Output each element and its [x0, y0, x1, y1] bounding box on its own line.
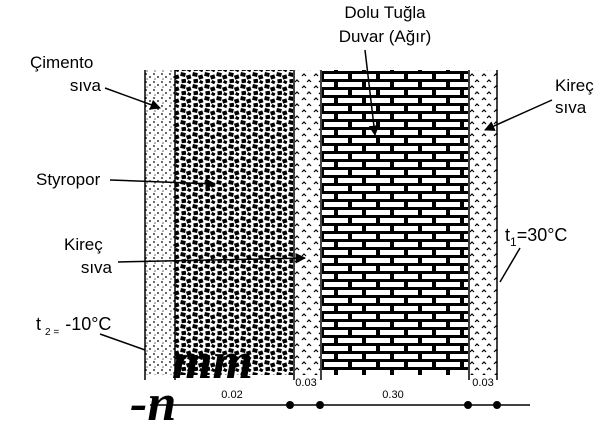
leader [499, 247, 521, 283]
inner-plaster-layer [295, 70, 320, 375]
leader [99, 333, 146, 351]
artifact-text: mm [172, 333, 253, 390]
label: Kireç [555, 76, 594, 95]
label: Kireç [64, 235, 103, 254]
dimension-node [286, 401, 294, 409]
wall-layers [144, 70, 498, 380]
symbol: t [36, 314, 41, 334]
dimension-node [464, 401, 472, 409]
dimension-label: 0.03 [295, 377, 316, 389]
styropor-layer [175, 70, 293, 375]
heading-line: Dolu Tuğla [344, 3, 426, 22]
subscript: 1 [510, 235, 517, 249]
arrow [109, 178, 217, 189]
subscript: 2 = [45, 327, 59, 338]
heading-line: Duvar (Ağır) [339, 27, 432, 46]
brick-layer [322, 70, 468, 375]
outer-plaster-layer [470, 70, 497, 375]
arrow [117, 252, 307, 264]
cement-plaster-layer [145, 70, 175, 375]
artifact-text: -n [130, 375, 176, 426]
arrow [484, 99, 553, 131]
temperature-label: t 2 = -10°C [36, 314, 111, 338]
dimension-label: 0.30 [382, 389, 403, 401]
dimension-line: 0.02 0.03 0.30 0.03 [150, 377, 530, 409]
dimension-node [316, 401, 324, 409]
label: Styropor [36, 170, 101, 189]
label: sıva [70, 76, 102, 95]
arrows [99, 49, 553, 351]
arrow [364, 49, 380, 137]
label: sıva [555, 98, 587, 117]
dimension-label: 0.02 [221, 389, 242, 401]
value: =30°C [517, 225, 568, 245]
label: Çimento [30, 53, 93, 72]
symbol: t [505, 225, 510, 245]
dimension-node [493, 401, 501, 409]
value: -10°C [65, 314, 111, 334]
dimension-label: 0.03 [472, 377, 493, 389]
label: sıva [81, 258, 113, 277]
temperature-label: t1=30°C [505, 225, 567, 249]
arrow [104, 87, 161, 110]
